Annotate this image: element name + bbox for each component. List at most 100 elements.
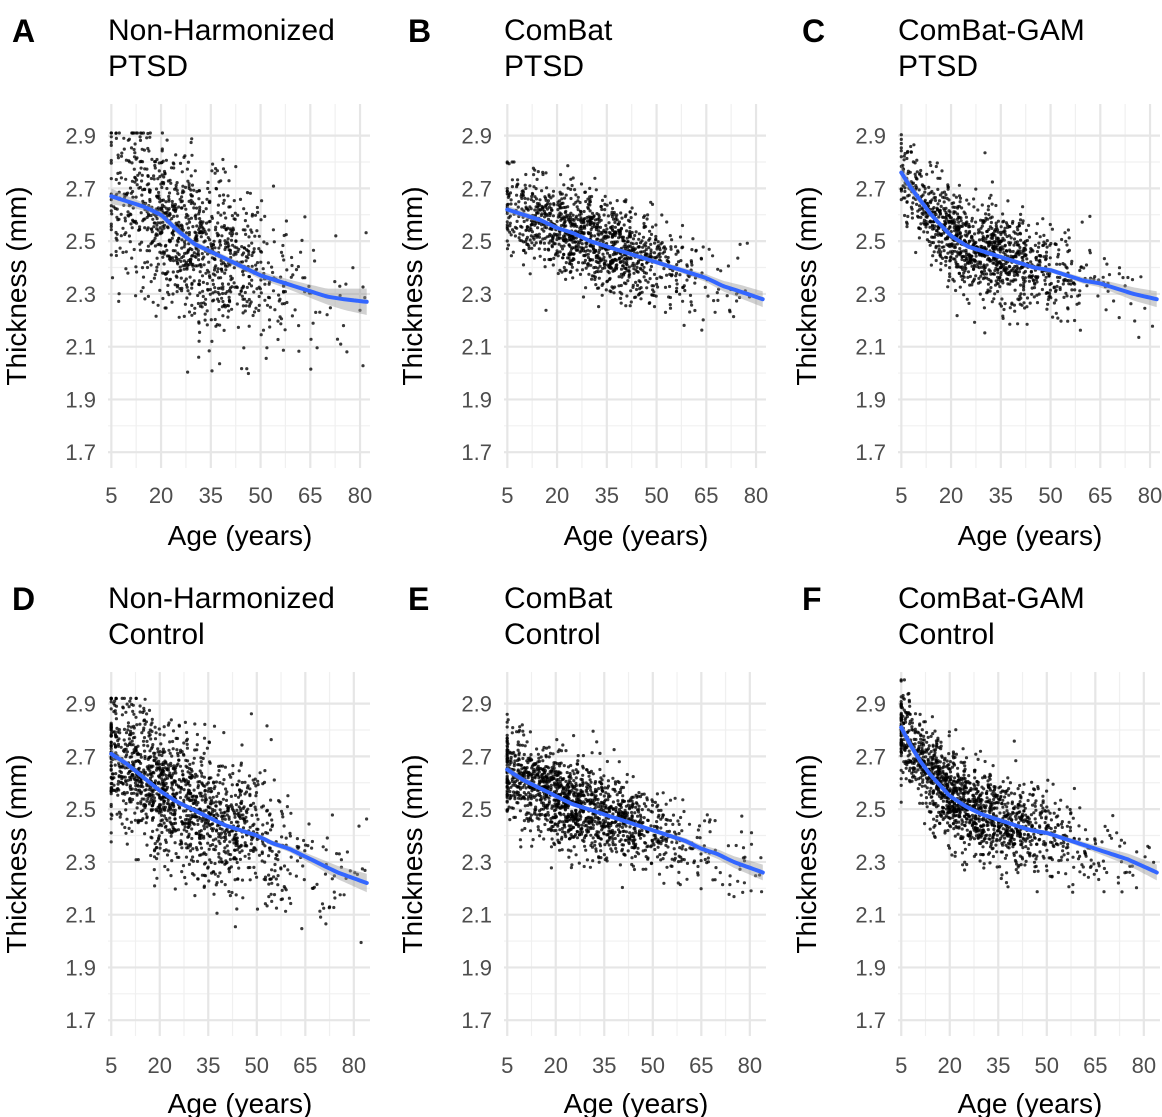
data-point	[123, 742, 127, 746]
data-point	[131, 218, 135, 222]
data-point	[302, 878, 306, 882]
data-point	[952, 279, 956, 283]
data-point	[263, 298, 267, 302]
data-point	[247, 324, 251, 328]
data-point	[233, 925, 237, 929]
data-point	[141, 275, 146, 279]
data-point	[227, 205, 231, 209]
data-point	[185, 746, 189, 750]
data-point	[1105, 262, 1109, 266]
data-point	[338, 293, 342, 298]
data-point	[587, 272, 591, 276]
data-point	[583, 190, 588, 194]
data-point	[247, 235, 251, 239]
data-point	[618, 290, 622, 294]
data-point	[173, 841, 177, 845]
data-point	[194, 231, 198, 235]
data-point	[216, 267, 220, 271]
data-point	[109, 707, 113, 711]
data-point	[641, 245, 645, 249]
data-point	[562, 224, 567, 228]
data-point	[140, 179, 144, 183]
data-point	[558, 190, 562, 194]
data-point	[190, 153, 194, 157]
data-point	[192, 268, 196, 272]
data-point	[199, 846, 204, 850]
data-point	[240, 780, 244, 785]
data-point	[124, 267, 128, 271]
data-point	[712, 299, 716, 303]
data-point	[152, 177, 156, 181]
data-point	[675, 286, 679, 290]
data-point	[229, 274, 233, 278]
data-point	[255, 907, 260, 911]
data-point	[119, 212, 123, 216]
data-point	[1066, 319, 1070, 323]
data-point	[519, 224, 523, 228]
data-point	[142, 726, 146, 730]
data-point	[642, 271, 647, 275]
data-point	[600, 232, 604, 236]
data-point	[130, 256, 134, 260]
data-point	[156, 177, 160, 181]
data-point	[588, 186, 592, 190]
data-point	[185, 251, 189, 255]
data-point	[197, 279, 202, 283]
data-point	[282, 258, 286, 262]
data-point	[242, 346, 246, 350]
data-point	[595, 286, 600, 290]
data-point	[915, 170, 919, 174]
data-point	[508, 224, 512, 228]
data-point	[134, 221, 139, 225]
data-point	[276, 319, 280, 323]
data-point	[532, 256, 537, 260]
data-point	[115, 207, 119, 211]
data-point	[117, 190, 121, 194]
data-point	[221, 299, 225, 304]
data-point	[189, 140, 193, 145]
data-point	[151, 793, 155, 797]
data-point	[607, 271, 611, 275]
data-point	[237, 866, 241, 870]
data-point	[197, 282, 201, 286]
data-point	[1061, 262, 1065, 266]
data-point	[220, 296, 224, 300]
data-point	[210, 216, 214, 220]
data-point	[261, 328, 266, 332]
data-point	[270, 824, 274, 829]
data-point	[212, 813, 216, 818]
data-point	[674, 274, 678, 278]
data-point	[603, 230, 608, 234]
data-point	[207, 776, 212, 780]
data-point	[274, 877, 278, 881]
data-point	[360, 867, 364, 871]
data-point	[177, 758, 181, 762]
data-point	[219, 179, 223, 183]
data-point	[954, 195, 959, 199]
data-point	[170, 300, 174, 304]
data-point	[259, 333, 263, 337]
data-point	[607, 235, 611, 239]
data-point	[123, 219, 127, 223]
data-point	[198, 270, 202, 274]
data-point	[574, 216, 578, 220]
data-point	[282, 824, 286, 828]
data-point	[255, 205, 259, 210]
data-point	[984, 212, 988, 216]
data-point	[158, 175, 162, 179]
data-point	[602, 235, 606, 239]
data-point	[215, 270, 220, 274]
data-point	[165, 248, 169, 252]
data-point	[611, 206, 615, 211]
data-point	[1008, 265, 1012, 269]
data-point	[197, 253, 201, 257]
data-point	[128, 186, 133, 190]
data-point	[152, 868, 156, 872]
data-point	[129, 820, 133, 824]
data-point	[1066, 250, 1070, 254]
data-point	[972, 267, 976, 271]
data-point	[674, 252, 678, 256]
data-point	[600, 283, 604, 287]
data-point	[948, 210, 952, 214]
data-point	[239, 844, 243, 848]
